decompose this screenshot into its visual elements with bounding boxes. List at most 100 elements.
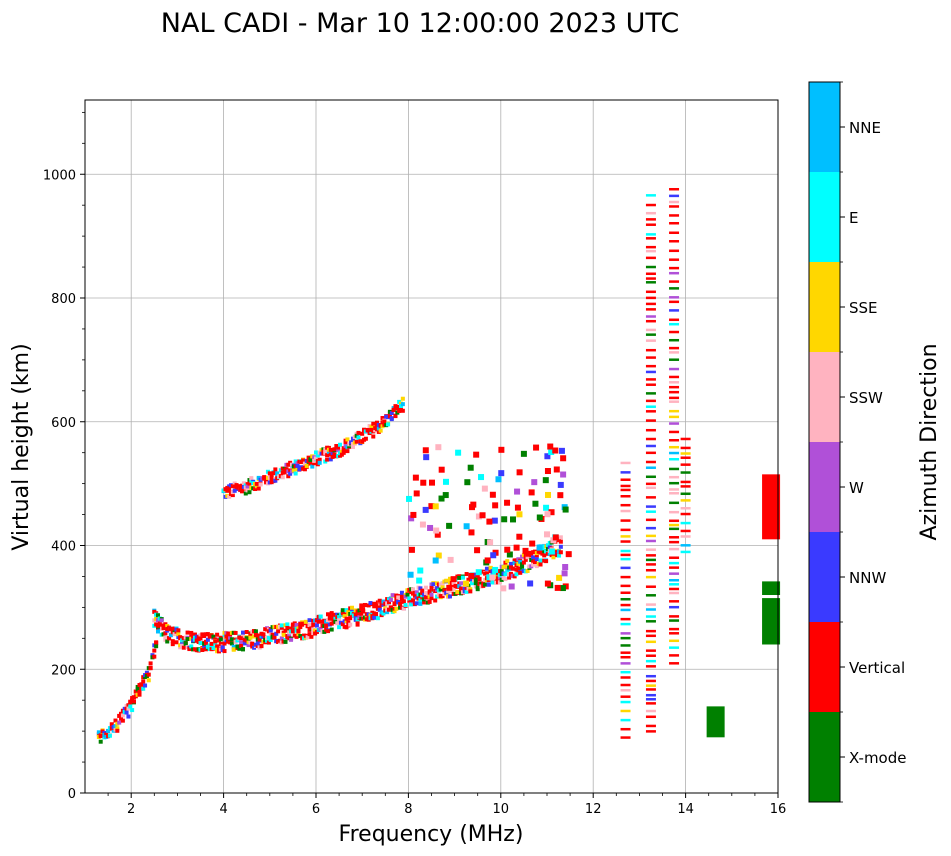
echo-point [553, 550, 558, 555]
echo-point [314, 623, 319, 628]
echo-point [483, 582, 488, 587]
echo-dash [645, 563, 656, 566]
echo-dash [620, 617, 631, 621]
echo-point [423, 590, 428, 595]
echo-point [400, 408, 405, 413]
echo-point [317, 460, 322, 465]
echo-dash [645, 319, 656, 323]
echo-point [294, 634, 299, 639]
echo-dash [620, 700, 631, 704]
echo-dash [669, 375, 680, 379]
echo-dash [669, 619, 680, 622]
echo-point [268, 637, 273, 642]
echo-point [249, 476, 254, 481]
echo-point [377, 598, 382, 603]
echo-point [113, 724, 118, 729]
echo-dash [645, 684, 656, 687]
echo-dash [669, 519, 680, 523]
echo-dash [645, 665, 656, 668]
echo-point [388, 605, 393, 610]
echo-point [337, 615, 342, 620]
echo-point [418, 586, 423, 591]
echo-dash [669, 627, 680, 631]
echo-point [143, 683, 148, 688]
echo-point [376, 426, 381, 431]
colorbar-segment [809, 172, 840, 262]
echo-point [328, 457, 333, 462]
echo-dash [645, 482, 656, 486]
echo-point [560, 455, 567, 462]
echo-dash [645, 558, 656, 562]
echo-dash [669, 438, 680, 442]
echo-point [154, 640, 159, 645]
echo-dash [680, 446, 691, 450]
echo-point [548, 509, 555, 516]
echo-point [204, 641, 209, 646]
echo-point [269, 473, 274, 478]
echo-point [273, 467, 278, 472]
echo-dash [669, 214, 680, 217]
echo-point [253, 486, 258, 491]
echo-dash [669, 475, 680, 479]
echo-dash [620, 575, 631, 579]
echo-point [407, 596, 412, 601]
echo-dash [620, 540, 631, 543]
echo-dash [669, 510, 680, 514]
echo-dash [620, 709, 631, 713]
echo-dash [669, 381, 680, 384]
echo-point [503, 577, 508, 582]
echo-point [468, 587, 473, 592]
echo-dash [669, 280, 680, 283]
echo-point [301, 458, 306, 463]
echo-point [516, 511, 523, 518]
echo-point [161, 626, 166, 631]
echo-point [514, 572, 519, 577]
echo-dash [645, 237, 656, 240]
echo-point [450, 576, 457, 583]
echo-point [262, 475, 267, 480]
echo-dash [669, 547, 680, 551]
y-tick-label: 800 [51, 292, 76, 307]
echo-point [155, 627, 160, 632]
echo-point [467, 464, 474, 471]
echo-point [148, 665, 153, 670]
echo-point [239, 643, 244, 648]
colorbar-segment [809, 442, 840, 532]
echo-point [446, 522, 453, 529]
echo-point [400, 402, 405, 407]
echo-point [414, 590, 419, 595]
colorbar-label-4: SSW [849, 389, 883, 407]
echo-point [548, 449, 555, 456]
echo-dash [645, 249, 656, 253]
echo-point [224, 634, 229, 639]
echo-point [551, 555, 556, 560]
echo-point [538, 558, 543, 563]
x-tick-label: 2 [127, 802, 135, 817]
colorbar: X-mode Vertical NNW W SSW SSE E NNE [808, 81, 906, 803]
echo-point [271, 471, 276, 476]
echo-dash [620, 603, 631, 607]
echo-point [246, 643, 251, 648]
grid-lines [85, 100, 779, 794]
echo-dash [680, 550, 691, 554]
echo-dash [680, 485, 691, 488]
echo-point [287, 634, 292, 639]
echo-dash [645, 640, 656, 644]
colorbar-label-7: NNE [849, 119, 881, 137]
echo-point [297, 467, 302, 472]
echo-point [254, 481, 259, 486]
echo-dash [645, 392, 656, 395]
echo-dash [645, 634, 656, 638]
echo-point [137, 690, 142, 695]
echo-point [350, 445, 355, 450]
echo-point [310, 464, 315, 469]
echo-dash [669, 409, 680, 413]
echo-point [403, 603, 408, 608]
echo-point [505, 559, 510, 564]
echo-point [484, 571, 489, 576]
echo-point [205, 632, 210, 637]
echo-point [500, 585, 507, 592]
echo-point [185, 637, 190, 642]
echo-point [508, 561, 513, 566]
